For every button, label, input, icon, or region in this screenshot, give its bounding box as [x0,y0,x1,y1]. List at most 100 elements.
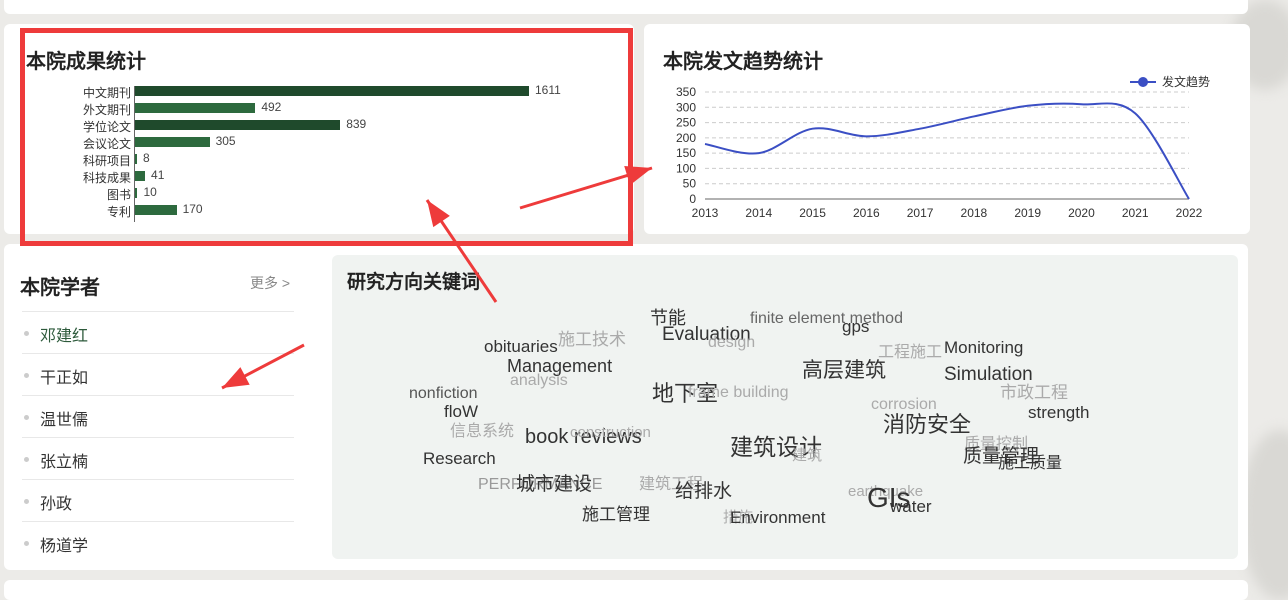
keyword-item[interactable]: gps [842,317,870,336]
stats-axis [134,86,135,222]
stats-category-label: 图书 [106,188,131,202]
keyword-item[interactable]: 消防安全 [883,412,972,437]
stats-bar[interactable] [135,205,177,215]
trend-y-tick: 200 [676,131,696,145]
keyword-item[interactable]: 质量控制 [964,436,1029,453]
stats-category-label: 会议论文 [82,137,131,151]
stats-value-label: 492 [261,100,282,114]
stats-value-label: 8 [142,151,150,165]
scholar-item[interactable]: 温世儒 [22,395,294,438]
scholar-item[interactable]: 张立楠 [22,437,294,480]
keyword-item[interactable]: 施工质量 [998,455,1063,472]
keyword-item[interactable]: earthquake [848,483,924,500]
stats-bar[interactable] [135,103,256,113]
scholar-item[interactable]: 干正如 [22,353,294,396]
keyword-item[interactable]: 建筑工程 [639,476,704,493]
keyword-item[interactable]: Simulation [944,364,1033,385]
stats-value-label: 170 [182,202,203,216]
scholar-name[interactable]: 张立楠 [40,454,89,471]
keyword-item[interactable]: finite element method [750,310,903,327]
keyword-item[interactable]: 城市建设 [516,474,593,495]
keyword-item[interactable]: nonfiction [409,385,478,402]
trend-x-tick: 2014 [745,206,772,220]
keyword-item[interactable]: 节能 [650,308,686,328]
keyword-item[interactable]: design [708,334,756,351]
keyword-item[interactable]: Monitoring [944,338,1024,357]
keyword-item[interactable]: 施工技术 [558,330,626,349]
keyword-item[interactable]: frame building [688,384,789,401]
scholar-item[interactable]: 孙政 [22,479,294,522]
trend-y-tick: 250 [676,116,696,130]
bottom-strip-card [4,580,1248,600]
trend-x-tick: 2019 [1014,206,1041,220]
stats-bar[interactable] [135,120,341,130]
more-scholars-link[interactable]: 更多 > [250,275,291,291]
keyword-item[interactable]: 高层建筑 [802,359,886,382]
trend-y-tick: 350 [676,85,696,99]
keyword-item[interactable]: obituaries [484,337,558,356]
trend-y-tick: 100 [676,161,696,175]
keyword-item[interactable]: 施工管理 [582,505,650,524]
stats-bar[interactable] [135,171,146,181]
trend-x-tick: 2017 [907,206,934,220]
legend-marker-icon [1138,77,1148,87]
trend-x-tick: 2013 [692,206,719,220]
keyword-item[interactable]: PERFORMANCE [478,476,603,493]
trend-legend-label[interactable]: 发文趋势 [1162,74,1210,89]
keywords-title: 研究方向关键词 [347,272,481,293]
keyword-item[interactable]: analysis [510,372,568,389]
stats-value-label: 839 [346,117,367,131]
keyword-item[interactable]: 工程施工 [878,344,943,361]
keyword-item[interactable]: Environment [730,508,826,527]
trend-x-tick: 2016 [853,206,880,220]
keyword-item[interactable]: 信息系统 [450,423,515,440]
stats-category-label: 科技成果 [82,171,131,185]
stats-bar[interactable] [135,154,137,164]
highlight-box [20,28,633,246]
keyword-item[interactable]: 建筑 [792,447,823,464]
scholar-name[interactable]: 孙政 [40,496,73,513]
keyword-item[interactable]: Evaluation [662,324,751,345]
keyword-panel [332,255,1238,559]
trend-y-tick: 150 [676,146,696,160]
bullet-icon [24,457,29,462]
scholar-item[interactable]: 杨道学 [22,521,294,564]
trend-y-tick: 50 [683,177,697,191]
stats-value-label: 10 [143,185,157,199]
keyword-item[interactable]: 质量管理 [963,446,1040,467]
keyword-item[interactable]: Management [507,356,613,376]
trend-x-tick: 2021 [1122,206,1149,220]
keyword-item[interactable]: 建筑设计 [730,434,822,460]
keyword-item[interactable]: 市政工程 [1000,383,1068,402]
keyword-item[interactable]: corrosion [871,396,937,413]
keyword-item[interactable]: floW [444,402,478,421]
scholar-name[interactable]: 邓建红 [40,328,89,345]
trend-y-tick: 300 [676,100,696,114]
trend-line[interactable] [704,102,1190,200]
keyword-item[interactable]: 给排水 [675,481,733,502]
scholar-item[interactable]: 邓建红 [22,311,294,354]
scholar-name[interactable]: 温世儒 [40,412,89,429]
keyword-item[interactable]: water [890,497,932,516]
scholar-name[interactable]: 杨道学 [40,538,89,555]
stats-chart: 中文期刊 1611 外文期刊 492 学位论文 839 会议论文 305 科研项目 8 科技成果 41… [0,0,640,240]
keyword-item[interactable]: GIs [867,482,911,513]
keyword-item[interactable]: strength [1028,403,1090,422]
top-card [4,0,1248,14]
trend-x-tick: 2020 [1068,206,1095,220]
stats-title: 本院成果统计 [26,51,146,73]
stats-bar[interactable] [135,188,138,198]
stats-category-label: 专利 [106,205,131,219]
stats-bar[interactable] [135,86,529,96]
keyword-item[interactable]: 地下室 [652,381,719,406]
bullet-icon [24,373,29,378]
keyword-item[interactable]: construction [570,424,651,441]
stats-category-label: 外文期刊 [82,103,131,117]
keyword-item[interactable]: book reviews [525,426,642,448]
stats-bar[interactable] [135,137,210,147]
stats-value-label: 41 [151,168,165,182]
keyword-item[interactable]: Research [423,449,496,468]
keyword-item[interactable]: 措施 [723,509,754,526]
scholar-name[interactable]: 干正如 [40,370,89,387]
